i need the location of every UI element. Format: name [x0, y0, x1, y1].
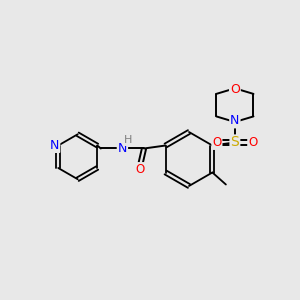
- Text: N: N: [50, 139, 59, 152]
- Text: O: O: [212, 136, 221, 149]
- Text: N: N: [118, 142, 127, 155]
- Text: O: O: [135, 163, 144, 176]
- Text: H: H: [124, 135, 132, 145]
- Text: O: O: [248, 136, 257, 149]
- Text: N: N: [230, 114, 240, 128]
- Text: O: O: [230, 83, 240, 96]
- Text: S: S: [230, 136, 239, 149]
